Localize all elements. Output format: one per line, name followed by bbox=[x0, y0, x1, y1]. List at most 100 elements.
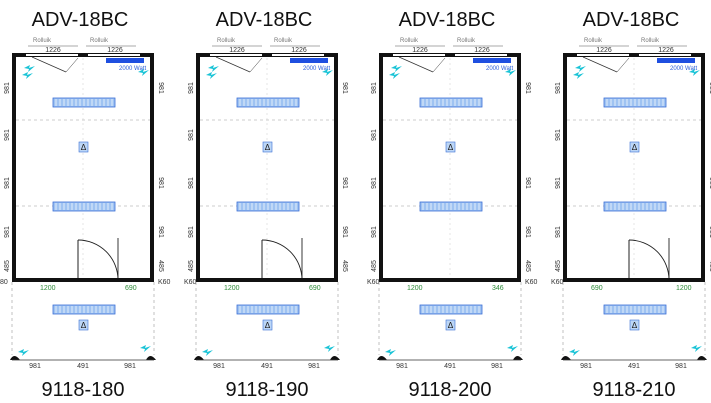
delta-symbol-box bbox=[629, 141, 640, 153]
top-wall bbox=[563, 53, 705, 57]
top-wall bbox=[196, 53, 338, 57]
post-right bbox=[330, 356, 340, 360]
socket-icon bbox=[202, 349, 213, 356]
edge-label-left: 80 bbox=[0, 279, 8, 286]
window-swing bbox=[582, 56, 618, 73]
wall-dimension-left: 981 bbox=[4, 82, 11, 94]
right-wall bbox=[517, 53, 521, 281]
window-opening bbox=[26, 54, 78, 56]
module-code: 9118-180 bbox=[41, 379, 124, 401]
heater-label: 2000 Watt bbox=[119, 66, 146, 72]
dimension-green: 690 bbox=[591, 285, 603, 292]
module-code: 9118-210 bbox=[592, 379, 675, 401]
window-opening bbox=[210, 54, 262, 56]
edge-label-left: K60 bbox=[184, 279, 197, 286]
module-9118-200: ADV-18BC Rolluik Rolluik 1226 1226 2000 Watt 9… bbox=[367, 9, 538, 401]
window-swing bbox=[65, 57, 79, 73]
socket-icon bbox=[22, 72, 33, 79]
post-right bbox=[513, 356, 523, 360]
floor-dimension: 981 bbox=[396, 363, 408, 370]
window-opening bbox=[455, 54, 507, 56]
floor-dimension: 491 bbox=[444, 363, 456, 370]
window-opening bbox=[577, 54, 629, 56]
edge-label-right: K60 bbox=[158, 279, 171, 286]
wall-dimension-right: 981 bbox=[524, 226, 531, 238]
module-title: ADV-18BC bbox=[399, 9, 496, 31]
socket-icon bbox=[138, 69, 149, 76]
floor-dimension: 981 bbox=[675, 363, 687, 370]
socket-icon bbox=[505, 69, 516, 76]
wall-dimension-left: 981 bbox=[371, 177, 378, 189]
dimension-green: 346 bbox=[492, 285, 504, 292]
window-label: Rolluik bbox=[641, 38, 660, 44]
door-swing bbox=[77, 239, 119, 281]
delta-symbol: Δ bbox=[448, 321, 454, 330]
wall-dimension-left: 981 bbox=[371, 82, 378, 94]
delta-symbol: Δ bbox=[632, 321, 638, 330]
wall-dimension-right: 981 bbox=[341, 226, 348, 238]
door-swing bbox=[628, 239, 670, 281]
module-9118-180: ADV-18BC Rolluik Rolluik 1226 1226 2000 Watt 9… bbox=[0, 9, 171, 401]
wall-dimension-left: 981 bbox=[188, 226, 195, 238]
socket-icon bbox=[569, 349, 580, 356]
socket-icon bbox=[575, 65, 586, 72]
partition-wall bbox=[563, 278, 705, 282]
socket-icon bbox=[689, 69, 700, 76]
wall-dimension-left: 981 bbox=[555, 129, 562, 141]
delta-symbol: Δ bbox=[81, 143, 87, 152]
window-label: Rolluik bbox=[217, 38, 236, 44]
window-dimension: 1226 bbox=[45, 47, 61, 54]
heater bbox=[290, 58, 328, 63]
module-code: 9118-190 bbox=[225, 379, 308, 401]
socket-icon bbox=[140, 345, 151, 352]
socket-icon bbox=[24, 65, 35, 72]
wall-dimension-right: 981 bbox=[157, 177, 164, 189]
delta-symbol-box bbox=[629, 319, 640, 331]
module-9118-210: ADV-18BC Rolluik Rolluik 1226 1226 2000 Watt 9… bbox=[551, 9, 711, 401]
heater-label: 2000 Watt bbox=[486, 66, 513, 72]
wall-dimension-right: 485 bbox=[708, 260, 711, 272]
floor-dimension: 491 bbox=[261, 363, 273, 370]
wall-dimension-right: 981 bbox=[708, 177, 711, 189]
wall-dimension-left: 981 bbox=[4, 226, 11, 238]
top-wall bbox=[12, 53, 154, 57]
socket-icon bbox=[322, 69, 333, 76]
left-wall bbox=[563, 53, 567, 281]
window-dimension: 1226 bbox=[474, 47, 490, 54]
socket-icon bbox=[507, 345, 518, 352]
wall-dimension-right: 981 bbox=[341, 82, 348, 94]
right-wall bbox=[150, 53, 154, 281]
socket-icon bbox=[208, 65, 219, 72]
dimension-green: 1200 bbox=[224, 285, 240, 292]
wall-dimension-right: 981 bbox=[524, 177, 531, 189]
window-swing bbox=[249, 57, 263, 73]
delta-symbol: Δ bbox=[632, 143, 638, 152]
socket-icon bbox=[391, 65, 402, 72]
post-left bbox=[10, 356, 20, 360]
post-right bbox=[697, 356, 707, 360]
wall-dimension-left: 485 bbox=[371, 260, 378, 272]
delta-symbol: Δ bbox=[81, 321, 87, 330]
heater-label: 2000 Watt bbox=[670, 66, 697, 72]
wall-dimension-right: 981 bbox=[708, 226, 711, 238]
window-swing bbox=[398, 56, 434, 73]
top-wall bbox=[379, 53, 521, 57]
wall-dimension-right: 981 bbox=[157, 226, 164, 238]
delta-symbol-box bbox=[78, 319, 89, 331]
window-dimension: 1226 bbox=[291, 47, 307, 54]
left-wall bbox=[196, 53, 200, 281]
window-dimension: 1226 bbox=[107, 47, 123, 54]
window-dimension: 1226 bbox=[658, 47, 674, 54]
window-swing bbox=[31, 56, 67, 73]
partition-wall bbox=[196, 278, 338, 282]
dimension-green: 690 bbox=[125, 285, 137, 292]
wall-dimension-left: 981 bbox=[4, 177, 11, 189]
window-swing bbox=[215, 56, 251, 73]
left-wall bbox=[12, 53, 16, 281]
wall-dimension-left: 981 bbox=[188, 129, 195, 141]
window-label: Rolluik bbox=[584, 38, 603, 44]
window-dimension: 1226 bbox=[596, 47, 612, 54]
module-9118-190: ADV-18BC Rolluik Rolluik 1226 1226 2000 Watt 9… bbox=[184, 9, 348, 401]
wall-dimension-right: 485 bbox=[157, 260, 164, 272]
heater bbox=[106, 58, 144, 63]
